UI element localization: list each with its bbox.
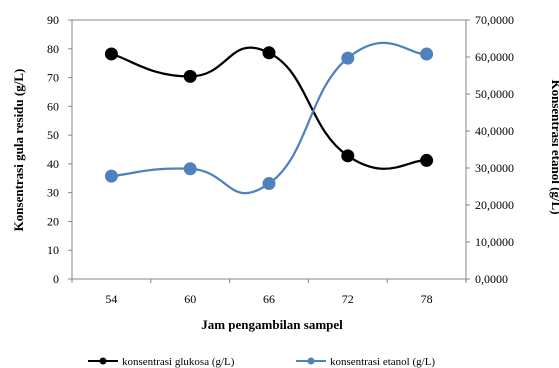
series-2-point [420, 47, 434, 61]
series-2-point [262, 177, 276, 191]
series-1-point [420, 153, 434, 167]
y-right-tick-label: 60,0000 [475, 50, 514, 64]
legend-label-1: konsentrasi glukosa (g/L) [122, 356, 235, 368]
plot-frame [71, 19, 467, 280]
plot-area: 0 10 20 30 40 50 60 70 80 90 0,0000 10,0000 20,0000 3… [47, 13, 514, 306]
y-right-tick-label: 70,0000 [475, 13, 514, 27]
legend-label-2: konsentrasi etanol (g/L) [330, 356, 435, 368]
y-right-tick-label: 20,0000 [475, 198, 514, 212]
x-tick-label: 78 [421, 292, 433, 306]
series-1-point [104, 47, 118, 61]
x-tick-label: 60 [184, 292, 196, 306]
series-1-point [183, 69, 197, 83]
x-tick-label: 72 [342, 292, 354, 306]
y-left-tick-label: 70 [47, 71, 59, 85]
y-right-tick-label: 40,0000 [475, 124, 514, 138]
y-right-tick-label: 30,0000 [475, 161, 514, 175]
series-line-1 [111, 46, 427, 170]
series-2-point [341, 51, 355, 65]
y-right-tick-label: 50,0000 [475, 87, 514, 101]
series-1-point [262, 46, 276, 60]
x-axis-title: Jam pengambilan sampel [201, 317, 343, 332]
legend: konsentrasi glukosa (g/L) konsentrasi eta… [88, 356, 435, 368]
series-line-2 [111, 41, 427, 195]
y-axis-left-title: Konsentrasi gula residu (g/L) [11, 69, 26, 232]
series-2-point [183, 162, 197, 176]
series-2-point [104, 169, 118, 183]
legend-marker-2 [307, 357, 315, 365]
y-left-tick-label: 10 [47, 243, 59, 257]
series-1-point [341, 149, 355, 163]
y-right-tick-label: 0,0000 [475, 272, 508, 286]
y-axis-right-title: Konsentrasi etanol (g/L) [549, 79, 559, 214]
y-left-tick-label: 90 [47, 13, 59, 27]
y-left-tick-label: 30 [47, 186, 59, 200]
x-tick-label: 54 [105, 292, 117, 306]
legend-marker-1 [99, 357, 107, 365]
x-tick-label: 66 [263, 292, 275, 306]
y-left-tick-label: 20 [47, 214, 59, 228]
y-left-tick-label: 80 [47, 42, 59, 56]
y-right-tick-label: 10,0000 [475, 235, 514, 249]
y-left-tick-label: 60 [47, 99, 59, 113]
y-left-tick-label: 0 [53, 272, 59, 286]
y-left-tick-label: 50 [47, 128, 59, 142]
y-left-tick-label: 40 [47, 157, 59, 171]
